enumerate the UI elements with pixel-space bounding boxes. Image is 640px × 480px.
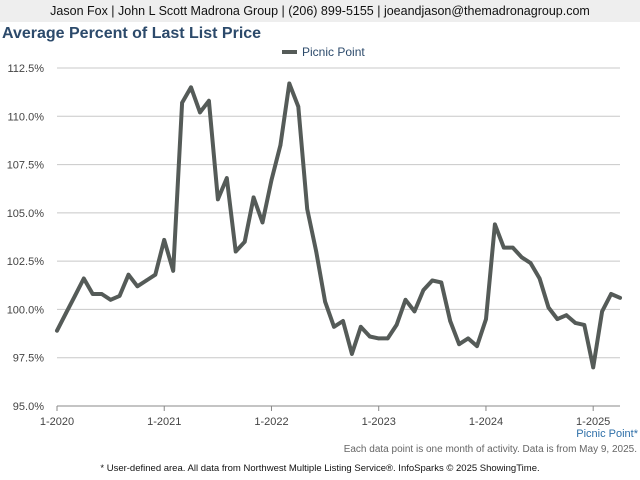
data-point	[144, 278, 149, 283]
data-point	[403, 297, 408, 302]
data-point	[502, 245, 506, 250]
x-tick-label: 1-2024	[469, 416, 503, 428]
data-point	[207, 99, 211, 103]
chart-legend: Picnic Point	[282, 45, 365, 59]
x-tick-label: 1-2020	[40, 416, 74, 428]
data-point	[367, 334, 372, 339]
data-point	[296, 104, 301, 109]
x-tick-label: 1-2021	[147, 416, 181, 428]
data-point	[260, 220, 265, 225]
data-point	[224, 176, 229, 180]
data-point	[126, 272, 131, 277]
data-point	[99, 292, 104, 296]
data-point	[573, 321, 578, 325]
y-tick-label: 97.5%	[13, 353, 44, 365]
data-point	[376, 336, 381, 341]
data-point	[484, 317, 488, 321]
data-point	[287, 81, 292, 86]
series-line-picnic-point	[55, 81, 622, 370]
data-point	[394, 323, 399, 327]
data-point	[421, 288, 426, 292]
data-point	[555, 317, 560, 321]
y-tick-label: 102.5%	[7, 256, 45, 268]
disclaimer: * User-defined area. All data from North…	[100, 463, 540, 474]
data-point	[582, 323, 587, 327]
y-tick-label: 95.0%	[13, 401, 44, 413]
data-point	[135, 284, 140, 289]
data-point	[493, 222, 497, 227]
data-point	[314, 249, 318, 254]
data-point	[153, 272, 158, 277]
x-tick-label: 1-2023	[362, 416, 396, 428]
header-contact-bar: Jason Fox | John L Scott Madrona Group |…	[0, 0, 640, 22]
data-point	[350, 352, 354, 356]
data-point	[198, 110, 202, 115]
data-point	[242, 240, 247, 244]
data-point	[216, 197, 220, 202]
data-point	[180, 100, 184, 105]
data-point	[439, 280, 444, 285]
data-point	[475, 344, 479, 348]
header-contact-text: Jason Fox | John L Scott Madrona Group |…	[50, 4, 590, 18]
data-point	[332, 325, 336, 329]
data-point	[117, 294, 122, 298]
data-point	[341, 319, 345, 323]
data-point	[385, 336, 390, 341]
data-point	[90, 292, 95, 296]
data-point	[537, 276, 542, 281]
data-point	[519, 255, 524, 260]
data-note: Each data point is one month of activity…	[343, 444, 637, 455]
x-tick-label: 1-2025	[576, 416, 610, 428]
y-tick-label: 112.5%	[8, 63, 45, 75]
x-tick-label: 1-2022	[254, 416, 288, 428]
data-point	[609, 292, 613, 296]
data-point	[278, 143, 283, 148]
data-point	[564, 313, 569, 318]
data-point	[82, 276, 86, 281]
data-point	[457, 342, 461, 346]
data-point	[430, 278, 435, 283]
data-point	[269, 178, 274, 182]
legend-swatch	[282, 50, 297, 54]
data-point	[162, 238, 167, 242]
y-tick-label: 110.0%	[8, 111, 45, 123]
data-point	[233, 249, 238, 254]
data-point	[546, 305, 551, 310]
data-point	[466, 336, 470, 341]
y-tick-label: 107.5%	[7, 160, 45, 172]
data-point	[55, 328, 59, 333]
data-point	[412, 309, 417, 314]
data-point	[73, 294, 77, 298]
data-point	[618, 296, 622, 300]
legend-label: Picnic Point	[302, 45, 365, 59]
data-point	[323, 299, 327, 304]
data-point	[600, 309, 604, 314]
y-tick-label: 100.0%	[7, 304, 45, 316]
data-point	[528, 261, 533, 265]
chart-title: Average Percent of Last List Price	[2, 25, 262, 42]
data-point	[359, 325, 363, 329]
data-point	[251, 195, 256, 200]
data-point	[510, 245, 515, 250]
data-point	[189, 85, 193, 90]
data-point	[171, 269, 175, 273]
data-point	[591, 365, 595, 370]
area-tag: Picnic Point*	[576, 428, 638, 440]
data-point	[305, 207, 310, 211]
data-point	[448, 319, 453, 323]
data-point	[108, 297, 113, 302]
y-tick-label: 105.0%	[7, 208, 45, 220]
data-point	[64, 311, 68, 316]
